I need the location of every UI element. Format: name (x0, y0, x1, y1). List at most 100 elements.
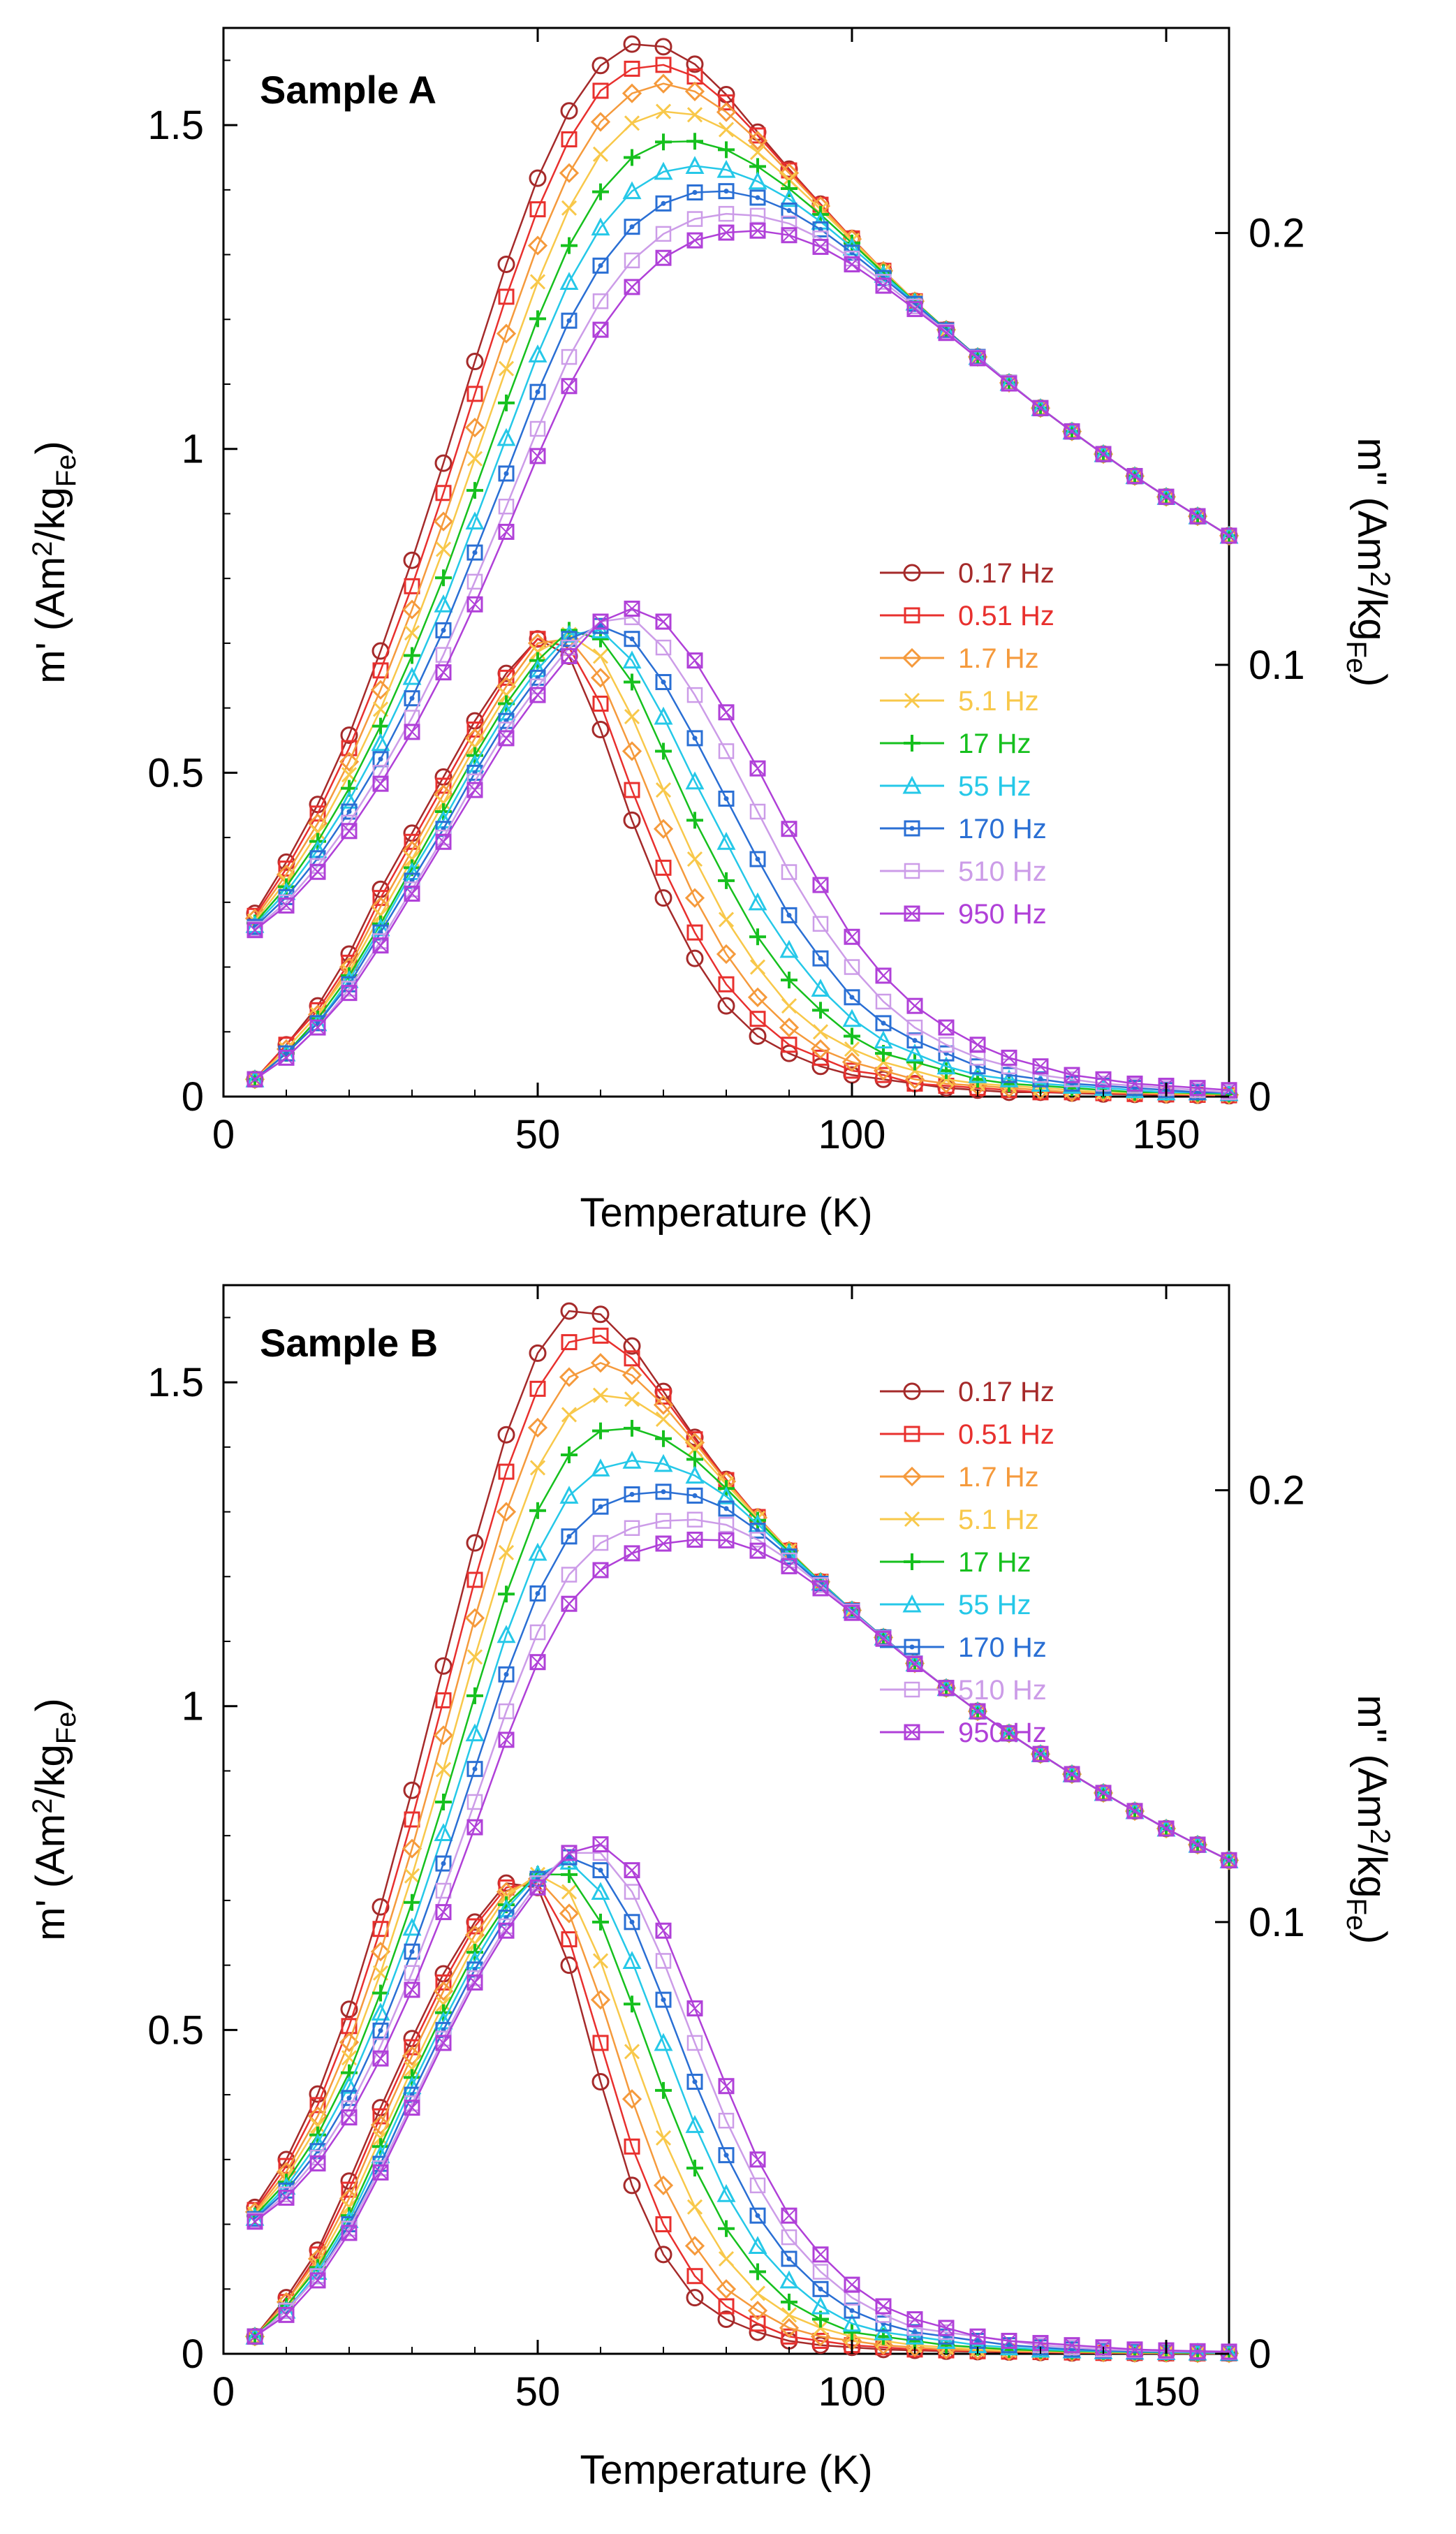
series-line-m-double-prime (254, 629, 1230, 1094)
data-point (624, 2138, 640, 2155)
legend-marker (904, 1553, 920, 1570)
panel-title: Sample A (260, 68, 436, 112)
data-point (435, 795, 452, 811)
data-point (247, 922, 263, 939)
data-point (341, 985, 358, 1002)
data-point (1189, 1080, 1206, 1097)
data-point (1064, 423, 1080, 440)
data-point (655, 1484, 672, 1500)
data-point (433, 1725, 454, 1745)
legend-label: 0.51 Hz (958, 601, 1054, 631)
legend-label: 1.7 Hz (958, 643, 1039, 674)
data-point (749, 2285, 766, 2301)
series-5_1-Hz (247, 103, 1237, 1102)
data-point (716, 159, 736, 178)
series-line-m-prime (254, 140, 1230, 924)
data-point (654, 706, 673, 725)
series-line-m-double-prime (254, 616, 1230, 1094)
data-point (844, 2276, 860, 2293)
data-point (498, 1666, 515, 1683)
data-point (749, 760, 766, 777)
data-point (372, 2050, 389, 2067)
data-point (1126, 1803, 1143, 1819)
data-point (844, 928, 860, 945)
data-point (685, 771, 705, 790)
data-point (624, 673, 640, 691)
legend-label: 17 Hz (958, 1547, 1031, 1578)
data-point (1219, 2343, 1240, 2364)
data-point (1001, 1058, 1017, 1074)
legend: 0.17 Hz 0.51 Hz 1.7 Hz 5.1 Hz 17 Hz 55 Hz 170 … (880, 1377, 1054, 1748)
data-point (1221, 527, 1237, 544)
data-point (812, 2246, 829, 2263)
x-tick-label: 50 (515, 2369, 561, 2415)
data-point (592, 2035, 609, 2051)
data-point (404, 885, 420, 902)
data-point (404, 2100, 420, 2116)
data-point (497, 1426, 515, 1444)
x-tick-label: 50 (515, 1112, 561, 1157)
data-point (466, 1935, 483, 1951)
data-point (781, 227, 797, 244)
data-point (718, 224, 735, 241)
data-point (875, 1630, 892, 1647)
series-line-m-double-prime (254, 624, 1229, 1094)
series-55-Hz (245, 1451, 1239, 2361)
data-point (749, 189, 766, 206)
data-point (498, 730, 515, 747)
data-point (624, 708, 640, 725)
data-point (781, 215, 797, 232)
data-point (685, 156, 705, 175)
data-point (529, 201, 546, 218)
x-axis-title: Temperature (K) (580, 2447, 872, 2493)
data-point (498, 687, 515, 703)
series-950-Hz (247, 222, 1237, 1099)
legend-entry: 510 Hz (880, 856, 1047, 887)
data-point (435, 1882, 452, 1899)
data-point (842, 1009, 862, 1027)
data-point (435, 1762, 452, 1778)
data-point (466, 1761, 483, 1778)
data-point (653, 73, 674, 94)
series-510-Hz (247, 205, 1237, 1101)
data-point (1032, 1067, 1049, 1083)
data-point (622, 1451, 642, 1469)
data-point (906, 2311, 923, 2328)
data-point (498, 523, 515, 540)
legend-entry: 950 Hz (880, 899, 1047, 930)
data-point (875, 993, 892, 1010)
data-point (1158, 1820, 1175, 1837)
data-point (842, 2313, 862, 2332)
data-point (622, 1365, 642, 1386)
data-point (1095, 1071, 1112, 1087)
data-point (906, 2320, 923, 2336)
data-point (781, 2293, 797, 2310)
data-point (624, 1391, 640, 1407)
series-line-m-prime (254, 212, 1230, 930)
data-point (529, 1585, 546, 1602)
series-line-m-double-prime (254, 634, 1230, 1096)
data-point (686, 2289, 704, 2307)
data-point (655, 249, 672, 266)
data-point (906, 1062, 923, 1078)
legend-marker (904, 735, 920, 752)
data-point (749, 222, 766, 239)
data-point (781, 2229, 797, 2246)
data-point (812, 916, 829, 932)
legend-marker (902, 1594, 922, 1613)
data-point (498, 1544, 515, 1561)
data-point (781, 2250, 797, 2267)
data-point (402, 1917, 422, 1936)
data-point (498, 1879, 515, 1896)
data-point (622, 741, 642, 761)
data-point (529, 631, 546, 647)
data-point (779, 189, 799, 207)
data-point (529, 274, 546, 290)
legend-entry: 1.7 Hz (880, 1462, 1039, 1493)
data-point (561, 200, 578, 216)
data-point (844, 2302, 860, 2319)
data-point (1189, 2343, 1206, 2359)
data-point (624, 1486, 640, 1503)
data-point (278, 1049, 295, 1066)
data-point (936, 1056, 956, 1075)
